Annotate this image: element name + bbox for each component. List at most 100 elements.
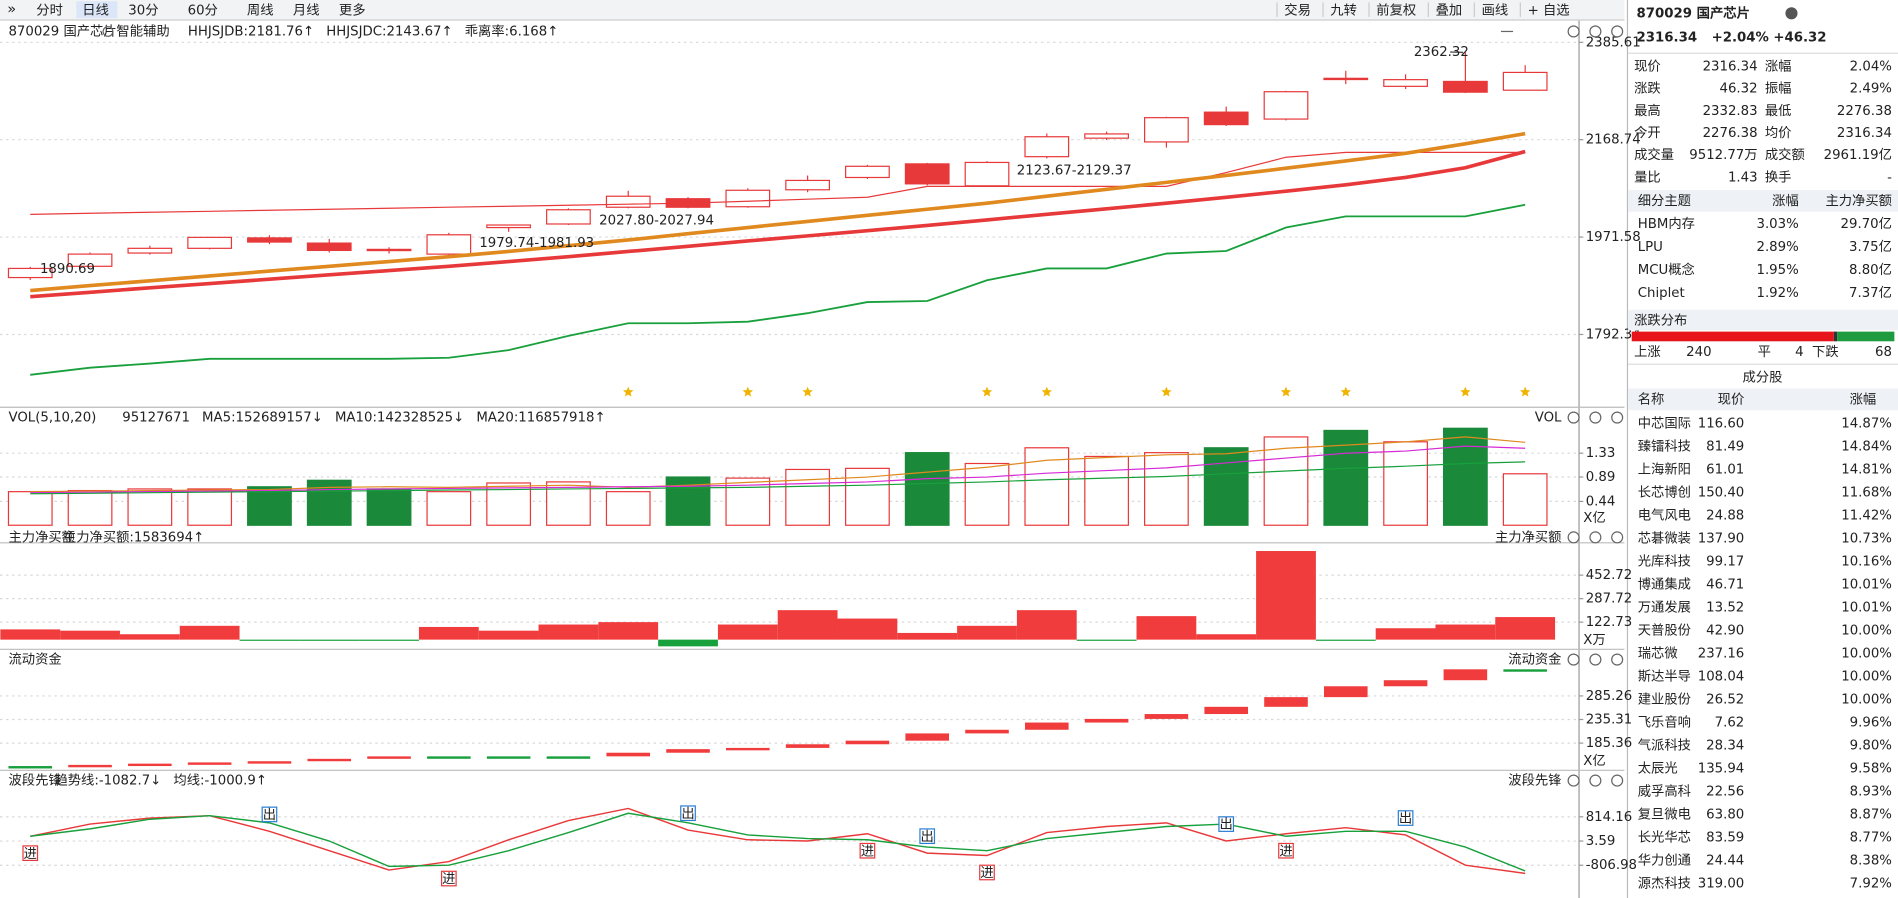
- dist-value: 68: [1875, 345, 1892, 360]
- panel-title-right: VOL: [1535, 411, 1562, 426]
- up-bar: [1631, 331, 1834, 342]
- tab[interactable]: 60分: [188, 2, 218, 18]
- y-tick-label: 1971.58: [1586, 230, 1641, 245]
- panel-icon[interactable]: [1611, 531, 1624, 544]
- stock-name[interactable]: 长光华芯: [1638, 829, 1691, 845]
- stock-name[interactable]: 威孚高科: [1638, 782, 1691, 799]
- stock-pct: 10.00%: [1841, 624, 1892, 639]
- theme-cell: 3.75亿: [1849, 239, 1892, 255]
- theme-cell[interactable]: MCU概念: [1638, 261, 1695, 278]
- panel-icon[interactable]: [1611, 653, 1624, 666]
- panel-icon[interactable]: [1589, 531, 1602, 544]
- panel-icon[interactable]: [1589, 653, 1602, 666]
- panel-icon[interactable]: [1589, 411, 1602, 424]
- flow-bar: [307, 758, 352, 762]
- tab[interactable]: 更多: [339, 1, 366, 18]
- toolbar-button[interactable]: 叠加: [1436, 2, 1463, 18]
- indicator-value: HHJSJDB:2181.76↑: [188, 24, 314, 39]
- stock-price: 24.88: [1706, 509, 1744, 524]
- stock-name[interactable]: 天普股份: [1638, 623, 1691, 639]
- panel-icon[interactable]: [1611, 774, 1624, 787]
- signal-star: [1519, 386, 1531, 397]
- volume-bar: [1383, 441, 1428, 526]
- tab[interactable]: 月线: [293, 2, 320, 18]
- candle-body: [426, 234, 472, 255]
- assist-icon[interactable]: [102, 26, 114, 37]
- toolbar-button[interactable]: + 自选: [1528, 2, 1570, 18]
- stock-name[interactable]: 飞乐音响: [1638, 714, 1691, 731]
- stock-name[interactable]: 光库科技: [1638, 554, 1691, 570]
- tab[interactable]: 周线: [247, 2, 274, 18]
- panel-title-right: 流动资金: [1508, 652, 1561, 668]
- net-buy-bar: [119, 634, 180, 640]
- toolbar-button[interactable]: 画线: [1482, 2, 1509, 18]
- tab[interactable]: 分时: [36, 2, 63, 18]
- stock-name[interactable]: 电气风电: [1638, 508, 1691, 524]
- panel-icon[interactable]: [1567, 531, 1580, 544]
- panel-icon[interactable]: [1589, 774, 1602, 787]
- panel-title-right: 主力净买额: [1495, 529, 1561, 545]
- net-buy-bar: [239, 639, 300, 641]
- panel-icon[interactable]: [1567, 653, 1580, 666]
- stat-label: 成交量: [1634, 146, 1674, 163]
- toolbar-button[interactable]: 前复权: [1376, 1, 1416, 18]
- toolbar-button[interactable]: 九转: [1330, 2, 1357, 18]
- stock-name[interactable]: 华力创通: [1638, 852, 1691, 868]
- stock-name[interactable]: 太辰光: [1638, 761, 1678, 777]
- stock-name[interactable]: 建业股份: [1638, 692, 1691, 708]
- down-bar: [1837, 331, 1895, 342]
- stock-pct: 8.77%: [1850, 830, 1892, 845]
- stock-name[interactable]: 瑞芯微: [1638, 646, 1678, 662]
- theme-cell[interactable]: Chiplet: [1638, 286, 1685, 301]
- tab[interactable]: 日线: [82, 2, 109, 18]
- stock-name[interactable]: 芯碁微装: [1638, 531, 1691, 547]
- stock-name[interactable]: 源杰科技: [1638, 875, 1691, 891]
- net-buy-bar: [179, 625, 240, 640]
- toolbar-button[interactable]: 交易: [1284, 1, 1311, 18]
- stock-name[interactable]: 复旦微电: [1638, 806, 1691, 822]
- gap-label: 2027.80-2027.94: [599, 213, 714, 228]
- theme-cell[interactable]: HBM内存: [1638, 216, 1695, 232]
- panel-icon[interactable]: [1611, 25, 1624, 38]
- ma-line: [30, 436, 1526, 493]
- stock-name[interactable]: 上海新阳: [1638, 462, 1691, 478]
- distribution-title: 涨跌分布: [1634, 313, 1687, 329]
- stock-name[interactable]: 万通发展: [1638, 600, 1691, 616]
- dist-label: 平: [1758, 345, 1771, 360]
- panel-icon[interactable]: [1567, 411, 1580, 424]
- stock-name[interactable]: 臻镭科技: [1638, 439, 1691, 455]
- stock-name[interactable]: 博通集成: [1638, 577, 1691, 593]
- theme-cell[interactable]: LPU: [1638, 240, 1663, 255]
- theme-header: 主力净买额: [1825, 193, 1891, 209]
- stock-price: 24.44: [1706, 853, 1744, 868]
- panel-icon[interactable]: [1589, 25, 1602, 38]
- panel-icon[interactable]: [1567, 774, 1580, 787]
- panel-icon[interactable]: [1567, 25, 1580, 38]
- stock-name[interactable]: 气派科技: [1638, 738, 1691, 754]
- candle-body: [67, 253, 113, 267]
- y-unit: X亿: [1583, 510, 1605, 526]
- volume-bar: [785, 468, 831, 526]
- stock-name[interactable]: 斯达半导: [1638, 669, 1691, 685]
- stock-price: 13.52: [1706, 601, 1744, 616]
- collapse-icon[interactable]: »: [7, 2, 16, 18]
- flow-bar: [1383, 680, 1428, 687]
- volume-bar: [127, 488, 173, 526]
- stock-name[interactable]: 中芯国际: [1638, 416, 1691, 432]
- net-buy-bar: [777, 610, 838, 640]
- panel-title: VOL(5,10,20): [8, 411, 96, 426]
- assist-label[interactable]: 智能辅助: [116, 23, 169, 39]
- signal-label: 出: [681, 806, 694, 822]
- toolbar: [0, 0, 1625, 20]
- info-icon[interactable]: [1785, 7, 1798, 20]
- net-buy-bar: [1076, 639, 1137, 641]
- panel-icon[interactable]: [1611, 411, 1624, 424]
- signal-star: [742, 386, 754, 397]
- signal-box: [1278, 842, 1294, 859]
- stat-value: 2961.19亿: [1824, 147, 1892, 163]
- tab[interactable]: 30分: [128, 2, 158, 18]
- signal-label: 进: [980, 865, 993, 881]
- signal-box: [261, 806, 278, 823]
- stock-name[interactable]: 长芯博创: [1638, 485, 1691, 501]
